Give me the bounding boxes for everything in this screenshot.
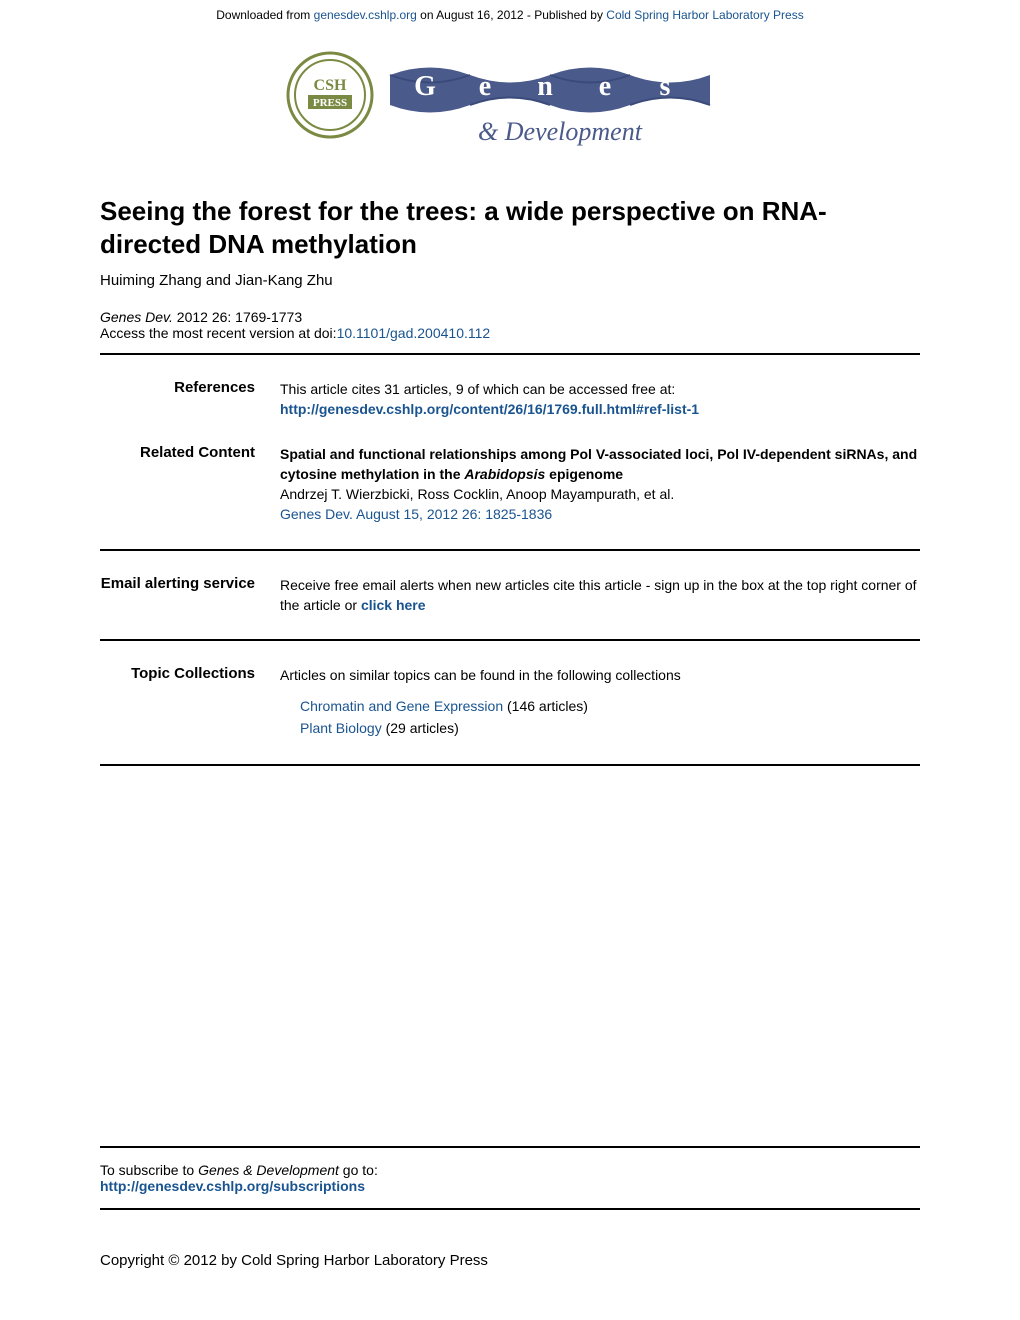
- svg-text:s: s: [660, 71, 671, 102]
- subscribe-section: To subscribe to Genes & Development go t…: [0, 1146, 1020, 1210]
- copyright-notice: Copyright © 2012 by Cold Spring Harbor L…: [0, 1222, 1020, 1299]
- banner-mid: on August 16, 2012 - Published by: [417, 8, 606, 22]
- collection-link[interactable]: Plant Biology: [300, 720, 382, 736]
- references-content: This article cites 31 articles, 9 of whi…: [280, 379, 920, 420]
- article-citation: Genes Dev. 2012 26: 1769-1773: [100, 309, 920, 325]
- subscribe-link[interactable]: http://genesdev.cshlp.org/subscriptions: [100, 1178, 365, 1194]
- email-alerting-content: Receive free email alerts when new artic…: [280, 575, 920, 616]
- topic-collections-content: Articles on similar topics can be found …: [280, 665, 920, 740]
- topic-collections-label: Topic Collections: [100, 665, 280, 740]
- divider: [100, 549, 920, 551]
- references-link[interactable]: http://genesdev.cshlp.org/content/26/16/…: [280, 401, 699, 417]
- topic-collections-section: Topic Collections Articles on similar to…: [100, 653, 920, 752]
- genes-development-logo-icon: CSH PRESS G e n e s & Development: [270, 40, 750, 160]
- citation-details: 2012 26: 1769-1773: [173, 309, 302, 325]
- references-text: This article cites 31 articles, 9 of whi…: [280, 381, 675, 397]
- banner-site-link[interactable]: genesdev.cshlp.org: [314, 8, 417, 22]
- collection-item: Chromatin and Gene Expression (146 artic…: [300, 696, 920, 716]
- svg-text:n: n: [537, 71, 553, 102]
- download-banner: Downloaded from genesdev.cshlp.org on Au…: [0, 0, 1020, 30]
- collection-link[interactable]: Chromatin and Gene Expression: [300, 698, 503, 714]
- collection-count: (29 articles): [382, 720, 459, 736]
- email-alerting-section: Email alerting service Receive free emai…: [100, 563, 920, 628]
- subscribe-suffix: go to:: [339, 1162, 378, 1178]
- related-content-section: Related Content Spatial and functional r…: [100, 432, 920, 537]
- svg-text:CSH: CSH: [314, 77, 347, 94]
- email-alerting-label: Email alerting service: [100, 575, 280, 616]
- svg-text:PRESS: PRESS: [313, 97, 347, 109]
- banner-prefix: Downloaded from: [216, 8, 313, 22]
- doi-prefix: Access the most recent version at doi:: [100, 325, 337, 341]
- related-content-body: Spatial and functional relationships amo…: [280, 444, 920, 525]
- subscribe-text: To subscribe to Genes & Development go t…: [100, 1162, 920, 1194]
- subscribe-prefix: To subscribe to: [100, 1162, 198, 1178]
- topic-collections-intro: Articles on similar topics can be found …: [280, 667, 681, 683]
- divider: [100, 639, 920, 641]
- divider: [100, 1208, 920, 1210]
- divider: [100, 1146, 920, 1148]
- banner-publisher-link[interactable]: Cold Spring Harbor Laboratory Press: [606, 8, 803, 22]
- collection-item: Plant Biology (29 articles): [300, 718, 920, 738]
- svg-text:G: G: [414, 71, 436, 102]
- collection-count: (146 articles): [503, 698, 588, 714]
- subscribe-journal: Genes & Development: [198, 1162, 339, 1178]
- related-title-italic: Arabidopsis: [464, 466, 545, 482]
- collection-list: Chromatin and Gene Expression (146 artic…: [280, 696, 920, 739]
- related-title-part2: epigenome: [545, 466, 623, 482]
- article-authors: Huiming Zhang and Jian-Kang Zhu: [100, 272, 920, 289]
- journal-logo: CSH PRESS G e n e s & Development: [0, 30, 1020, 195]
- doi-line: Access the most recent version at doi:10…: [100, 325, 920, 341]
- divider: [100, 353, 920, 355]
- related-citation-link[interactable]: Genes Dev. August 15, 2012 26: 1825-1836: [280, 506, 552, 522]
- doi-link[interactable]: 10.1101/gad.200410.112: [337, 325, 491, 341]
- article-title: Seeing the forest for the trees: a wide …: [100, 195, 920, 260]
- divider: [100, 764, 920, 766]
- related-authors: Andrzej T. Wierzbicki, Ross Cocklin, Ano…: [280, 486, 674, 502]
- main-content: Seeing the forest for the trees: a wide …: [0, 195, 1020, 766]
- references-label: References: [100, 379, 280, 420]
- svg-text:e: e: [599, 71, 611, 102]
- email-alerting-link[interactable]: click here: [361, 597, 426, 613]
- journal-name: Genes Dev.: [100, 309, 173, 325]
- references-section: References This article cites 31 article…: [100, 367, 920, 432]
- svg-text:e: e: [479, 71, 491, 102]
- related-content-label: Related Content: [100, 444, 280, 525]
- svg-text:& Development: & Development: [478, 117, 643, 146]
